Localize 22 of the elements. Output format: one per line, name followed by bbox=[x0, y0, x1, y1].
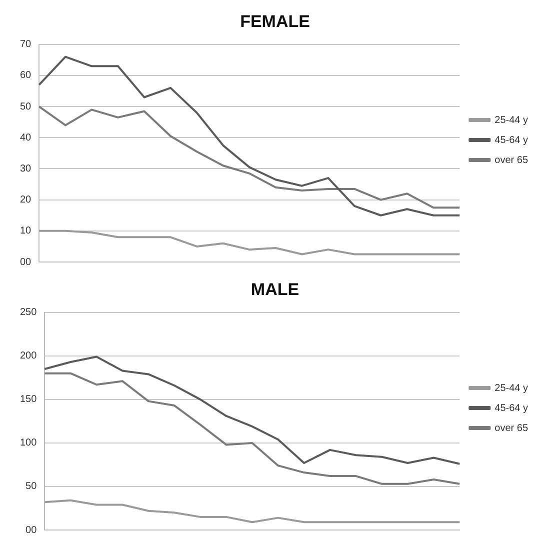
y-tick-label: 00 bbox=[26, 524, 38, 536]
legend-label: 45-64 y bbox=[494, 134, 528, 146]
legend-label: over 65 bbox=[494, 422, 528, 434]
y-tick-label: 250 bbox=[20, 307, 38, 318]
legend-label: 25-44 y bbox=[494, 382, 528, 394]
chart-title: MALE bbox=[250, 280, 300, 299]
y-tick-label: 20 bbox=[20, 194, 32, 206]
y-tick-label: 60 bbox=[20, 70, 32, 82]
legend-label: 45-64 y bbox=[494, 402, 528, 414]
y-tick-label: 200 bbox=[20, 350, 38, 362]
y-tick-label: 70 bbox=[20, 39, 32, 50]
chart-title: FEMALE bbox=[240, 12, 310, 31]
legend-label: over 65 bbox=[494, 154, 528, 166]
y-tick-label: 100 bbox=[20, 438, 38, 449]
y-tick-label: 10 bbox=[20, 226, 32, 237]
y-tick-label: 150 bbox=[20, 394, 38, 406]
y-tick-label: 30 bbox=[20, 163, 32, 174]
y-tick-label: 50 bbox=[20, 101, 32, 112]
y-tick-label: 00 bbox=[20, 256, 32, 268]
y-tick-label: 50 bbox=[26, 481, 38, 492]
legend-label: 25-44 y bbox=[494, 114, 528, 126]
y-tick-label: 40 bbox=[20, 132, 32, 144]
